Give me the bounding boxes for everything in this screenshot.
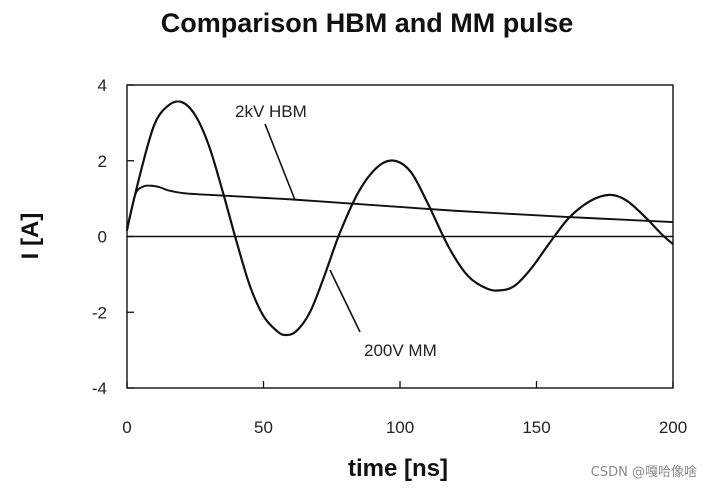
annotation-200v-mm: 200V MM <box>364 341 437 360</box>
y-tick-label: 4 <box>98 76 107 95</box>
x-axis-label: time [ns] <box>348 455 448 482</box>
y-axis-label: I [A] <box>17 213 44 260</box>
y-tick-label: 0 <box>98 228 107 247</box>
annotation-2kv-hbm: 2kV HBM <box>235 102 307 121</box>
y-tick-label: -2 <box>92 303 107 322</box>
axis-ticks: 0 50 100 150 200 4 2 0 -2 -4 <box>92 76 687 437</box>
x-tick-label: 0 <box>122 418 131 437</box>
x-tick-label: 50 <box>254 418 273 437</box>
x-tick-label: 150 <box>522 418 550 437</box>
watermark: CSDN @嘎哈像啥 <box>591 464 697 480</box>
annotation-200v-mm-leader <box>330 270 360 332</box>
y-tick-label: -4 <box>92 379 107 398</box>
x-tick-label: 100 <box>386 418 414 437</box>
x-tick-label: 200 <box>659 418 687 437</box>
chart-title: Comparison HBM and MM pulse <box>161 8 574 38</box>
y-tick-label: 2 <box>98 152 107 171</box>
annotation-2kv-hbm-leader <box>265 124 295 200</box>
series-line-2kv-hbm <box>127 186 673 231</box>
series-lines <box>127 101 673 335</box>
